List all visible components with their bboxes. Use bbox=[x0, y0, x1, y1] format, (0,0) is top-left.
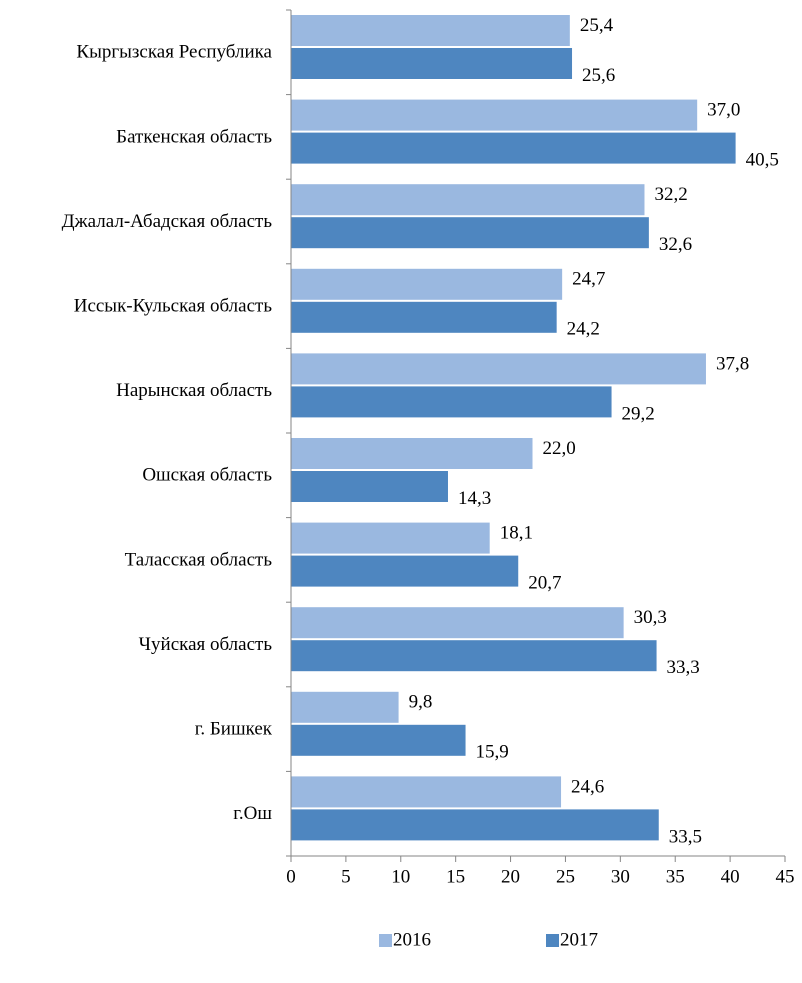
bar-2017-0 bbox=[291, 48, 573, 79]
bar-2017-8 bbox=[291, 724, 466, 756]
data-label-2017-7: 33,3 bbox=[667, 657, 700, 678]
x-tick-label-4: 20 bbox=[501, 866, 520, 887]
data-label-2017-8: 15,9 bbox=[476, 742, 509, 763]
data-label-2017-1: 40,5 bbox=[746, 149, 779, 170]
bar-2017-3 bbox=[291, 301, 557, 333]
x-tick-label-7: 35 bbox=[666, 866, 685, 887]
x-tick-label-3: 15 bbox=[446, 866, 465, 887]
bar-2017-7 bbox=[291, 640, 657, 672]
category-label-9: г.Ош bbox=[233, 803, 272, 824]
bar-2017-4 bbox=[291, 386, 612, 418]
legend: 2016 2017 bbox=[379, 929, 598, 950]
x-tick-label-2: 10 bbox=[391, 866, 410, 887]
bar-2016-5 bbox=[291, 438, 533, 469]
data-label-2017-9: 33,5 bbox=[669, 826, 702, 847]
legend-swatch-2016 bbox=[379, 934, 392, 947]
x-tick-label-9: 45 bbox=[776, 866, 795, 887]
category-label-8: г. Бишкек bbox=[195, 718, 273, 739]
bar-2017-9 bbox=[291, 809, 659, 841]
data-labels: 25,4 25,6 37,0 40,5 32,2 32,6 24,7 24,2 37,8 29,2… bbox=[409, 15, 779, 847]
data-label-2017-3: 24,2 bbox=[567, 319, 600, 340]
data-label-2016-4: 37,8 bbox=[716, 353, 749, 374]
data-label-2017-4: 29,2 bbox=[622, 403, 655, 424]
legend-label-2016: 2016 bbox=[393, 929, 431, 950]
bar-2016-4 bbox=[291, 353, 706, 385]
data-label-2017-5: 14,3 bbox=[458, 488, 491, 509]
bars bbox=[291, 15, 736, 841]
x-tick-label-1: 5 bbox=[341, 866, 351, 887]
axes: 0 5 10 15 20 25 30 35 40 45 bbox=[286, 9, 795, 887]
data-label-2016-0: 25,4 bbox=[580, 15, 614, 36]
category-label-3: Иссык-Кульская область bbox=[74, 295, 273, 316]
data-label-2016-2: 32,2 bbox=[654, 184, 687, 205]
x-tick-label-0: 0 bbox=[286, 866, 296, 887]
bar-2017-6 bbox=[291, 555, 519, 587]
legend-label-2017: 2017 bbox=[560, 929, 598, 950]
x-tick-label-8: 40 bbox=[721, 866, 740, 887]
data-label-2017-0: 25,6 bbox=[582, 65, 615, 86]
category-label-2: Джалал-Абадская область bbox=[62, 211, 273, 232]
x-tick-label-6: 30 bbox=[611, 866, 630, 887]
data-label-2016-5: 22,0 bbox=[543, 438, 576, 459]
bar-2016-3 bbox=[291, 268, 563, 300]
bar-2017-1 bbox=[291, 132, 736, 164]
category-labels: Кыргызская Республика Баткенская область Д… bbox=[62, 42, 273, 824]
bar-2016-9 bbox=[291, 776, 562, 808]
bar-2016-0 bbox=[291, 15, 570, 46]
data-label-2016-3: 24,7 bbox=[572, 269, 605, 290]
data-label-2017-6: 20,7 bbox=[528, 572, 561, 593]
data-label-2016-6: 18,1 bbox=[500, 522, 533, 543]
bar-2017-2 bbox=[291, 217, 649, 249]
data-label-2016-7: 30,3 bbox=[634, 607, 667, 628]
x-tick-label-5: 25 bbox=[556, 866, 575, 887]
bar-2017-5 bbox=[291, 471, 448, 502]
category-label-0: Кыргызская Республика bbox=[76, 42, 272, 63]
bar-2016-6 bbox=[291, 522, 490, 554]
data-label-2016-1: 37,0 bbox=[707, 99, 740, 120]
bar-2016-7 bbox=[291, 607, 624, 639]
data-label-2016-8: 9,8 bbox=[409, 692, 433, 713]
category-label-7: Чуйская область bbox=[139, 634, 273, 655]
category-label-6: Таласская область bbox=[125, 549, 273, 570]
data-label-2016-9: 24,6 bbox=[571, 776, 604, 797]
bar-2016-8 bbox=[291, 691, 399, 723]
legend-swatch-2017 bbox=[546, 934, 559, 947]
category-label-1: Баткенская область bbox=[116, 126, 272, 147]
category-label-5: Ошская область bbox=[142, 465, 272, 486]
category-label-4: Нарынская область bbox=[116, 380, 272, 401]
bar-2016-1 bbox=[291, 99, 698, 131]
data-label-2017-2: 32,6 bbox=[659, 234, 692, 255]
bar-2016-2 bbox=[291, 184, 645, 216]
